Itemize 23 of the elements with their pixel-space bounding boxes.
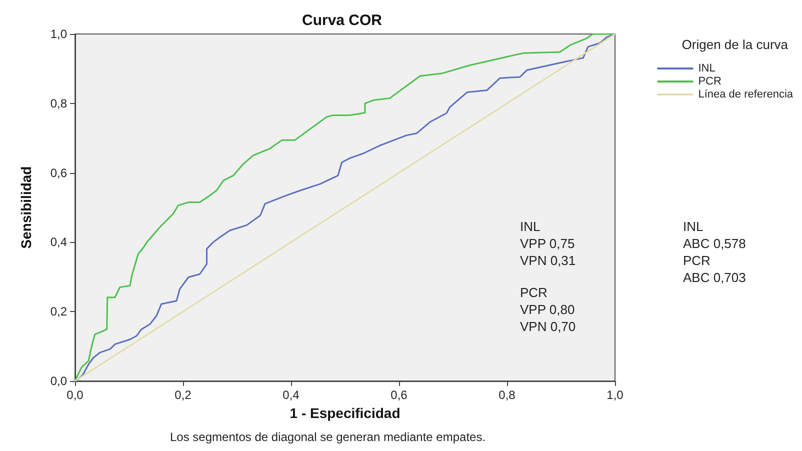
text: INL ABC 0,578 PCR ABC 0,703 xyxy=(683,219,746,285)
annotation: PCR VPP 0,80 VPN 0,70 xyxy=(520,285,576,334)
y-tick-label: 0,2 xyxy=(50,304,68,319)
annotation: INL VPP 0,75 VPN 0,31 xyxy=(520,219,576,268)
text: Los segmentos de diagonal se generan mediante empates. xyxy=(170,430,486,444)
y-tick-label: 0,4 xyxy=(50,235,68,250)
x-tick-label: 1,0 xyxy=(606,388,624,402)
y-tick-label: 0,8 xyxy=(50,96,68,110)
y-tick-label: 0,6 xyxy=(50,166,68,180)
legend-label: INL xyxy=(698,62,716,74)
y-axis-title: Sensibilidad xyxy=(18,166,34,249)
y-tick-label: 1,0 xyxy=(50,27,68,41)
legend-label: Línea de referencia xyxy=(698,88,794,100)
x-axis-title: 1 - Especificidad xyxy=(290,404,400,421)
y-tick-label: 0,0 xyxy=(50,374,68,388)
legend-label: PCR xyxy=(698,76,722,88)
legend-title: Origen de la curva xyxy=(682,37,789,52)
x-tick-label: 0,6 xyxy=(390,388,408,402)
x-tick-label: 0,2 xyxy=(174,388,192,402)
chart-title: Curva COR xyxy=(302,12,382,29)
x-tick-label: 0,0 xyxy=(66,388,84,402)
x-tick-label: 0,8 xyxy=(498,388,516,402)
x-tick-label: 0,4 xyxy=(282,388,300,402)
